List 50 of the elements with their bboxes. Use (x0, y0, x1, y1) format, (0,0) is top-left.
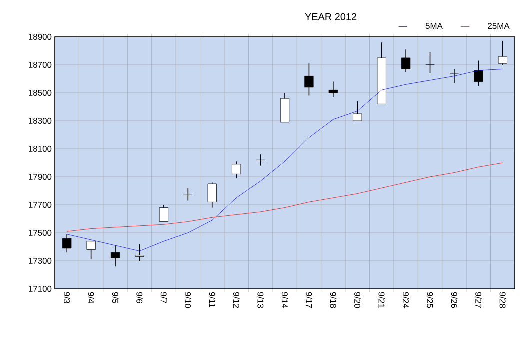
y-tick-label: 17500 (29, 230, 52, 236)
candlestick (184, 188, 193, 202)
x-tick-label: 9/3 (64, 292, 70, 304)
x-tick-label: 9/14 (282, 292, 288, 308)
candlestick (304, 63, 314, 96)
x-tick-label: 9/24 (402, 292, 410, 308)
candlestick (110, 245, 120, 267)
x-tick-label: 9/11 (209, 292, 216, 308)
candlestick (450, 68, 460, 84)
y-tick-label: 17700 (29, 202, 52, 208)
candlestick (426, 52, 435, 74)
y-tick-label: 18500 (29, 90, 52, 96)
x-tick-label: 9/25 (427, 292, 434, 308)
candlestick (208, 182, 217, 208)
x-tick-label: 9/20 (354, 292, 361, 308)
x-tick-label: 9/10 (185, 292, 192, 308)
candlestick (232, 161, 242, 179)
legend-label: 5MA (426, 23, 443, 30)
x-tick-label: 9/5 (112, 292, 119, 304)
candlestick (159, 204, 169, 222)
y-tick-label: 17100 (29, 286, 52, 292)
x-tick-label: 9/12 (233, 292, 240, 308)
candlestick (402, 49, 411, 72)
legend-label: 25MA (488, 23, 510, 30)
x-tick-label: 9/21 (378, 292, 385, 308)
x-tick-label: 9/17 (306, 292, 312, 308)
x-tick-label: 9/27 (476, 292, 482, 308)
candlestick (328, 81, 338, 98)
y-tick-label: 18300 (29, 118, 52, 124)
x-tick-label: 9/13 (258, 292, 264, 308)
y-tick-label: 18100 (29, 146, 52, 152)
chart-title: YEAR 2012 (305, 13, 357, 20)
candlestick (256, 154, 266, 166)
y-tick-label: 17300 (29, 258, 52, 264)
y-tick-label: 18900 (29, 34, 52, 40)
y-tick-label: 18700 (29, 62, 52, 68)
x-tick-label: 9/26 (451, 292, 458, 308)
x-tick-label: 9/7 (160, 292, 168, 304)
x-tick-label: 9/18 (330, 292, 337, 308)
x-tick-label: 9/4 (88, 292, 94, 304)
y-tick-label: 17900 (29, 174, 52, 180)
candlestick (62, 234, 72, 253)
candlestick (353, 101, 362, 122)
x-tick-label: 9/28 (500, 292, 506, 308)
candlestick (474, 60, 484, 86)
candlestick (135, 244, 144, 262)
x-tick-label: 9/6 (136, 292, 143, 304)
candlestick (86, 241, 96, 260)
candlestick (498, 40, 508, 66)
candlestick (280, 92, 290, 123)
